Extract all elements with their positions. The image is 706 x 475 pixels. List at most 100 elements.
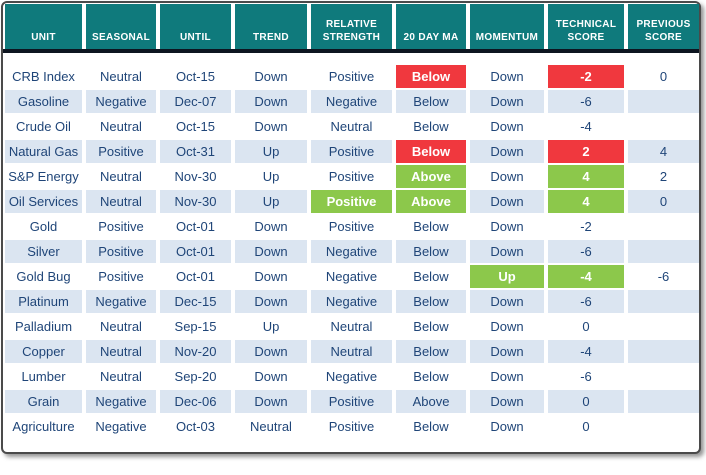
cell-ma: Below	[396, 65, 466, 88]
cell-ma: Below	[396, 140, 466, 163]
column-header-rs: RELATIVE STRENGTH	[311, 4, 392, 49]
cell-prev: 4	[628, 140, 699, 163]
cell-rs: Positive	[311, 165, 392, 188]
cell-ma: Below	[396, 240, 466, 263]
cell-ma: Below	[396, 365, 466, 388]
cell-tech: -6	[548, 365, 624, 388]
cell-trend: Down	[235, 115, 307, 138]
cell-until: Dec-06	[160, 390, 231, 413]
cell-prev	[628, 215, 699, 238]
cell-prev	[628, 315, 699, 338]
cell-ma: Below	[396, 215, 466, 238]
table-row: Gold Bug Positive Oct-01 Down Negative Below U…	[5, 265, 699, 288]
cell-ma: Above	[396, 165, 466, 188]
cell-until: Dec-07	[160, 90, 231, 113]
cell-momentum: Down	[470, 190, 544, 213]
cell-trend: Down	[235, 240, 307, 263]
column-header-tech: TECHNICAL SCORE	[548, 4, 624, 49]
cell-prev: 0	[628, 190, 699, 213]
table-row: Agriculture Negative Oct-03 Neutral Positive…	[5, 415, 699, 438]
cell-tech: -2	[548, 215, 624, 238]
cell-ma: Below	[396, 90, 466, 113]
cell-trend: Down	[235, 215, 307, 238]
cell-tech: -6	[548, 290, 624, 313]
cell-trend: Up	[235, 315, 307, 338]
cell-prev: 0	[628, 65, 699, 88]
cell-until: Oct-03	[160, 415, 231, 438]
cell-momentum: Down	[470, 90, 544, 113]
cell-rs: Negative	[311, 265, 392, 288]
cell-prev: 2	[628, 165, 699, 188]
cell-until: Oct-31	[160, 140, 231, 163]
cell-seasonal: Positive	[86, 240, 156, 263]
cell-tech: -6	[548, 90, 624, 113]
table-body: CRB Index Neutral Oct-15 Down Positive Below D…	[5, 65, 699, 438]
cell-prev	[628, 290, 699, 313]
cell-rs: Positive	[311, 415, 392, 438]
cell-seasonal: Neutral	[86, 165, 156, 188]
cell-seasonal: Neutral	[86, 115, 156, 138]
cell-unit: Natural Gas	[5, 140, 82, 163]
cell-ma: Above	[396, 190, 466, 213]
cell-rs: Negative	[311, 290, 392, 313]
cell-rs: Neutral	[311, 340, 392, 363]
column-header-ma: 20 DAY MA	[396, 4, 466, 49]
cell-trend: Down	[235, 265, 307, 288]
cell-momentum: Down	[470, 365, 544, 388]
cell-rs: Negative	[311, 90, 392, 113]
cell-unit: Platinum	[5, 290, 82, 313]
cell-unit: Oil Services	[5, 190, 82, 213]
cell-unit: Gasoline	[5, 90, 82, 113]
cell-unit: Crude Oil	[5, 115, 82, 138]
column-header-prev: PREVIOUS SCORE	[628, 4, 699, 49]
cell-until: Oct-01	[160, 215, 231, 238]
cell-momentum: Down	[470, 315, 544, 338]
cell-tech: 0	[548, 390, 624, 413]
cell-tech: -4	[548, 265, 624, 288]
header-spacer	[5, 53, 698, 65]
cell-seasonal: Positive	[86, 140, 156, 163]
table-row: Crude Oil Neutral Oct-15 Down Neutral Below Do…	[5, 115, 699, 138]
cell-momentum: Down	[470, 115, 544, 138]
table-frame: UNIT SEASONAL UNTIL TREND RELATIVE STRENGTH 2…	[1, 1, 701, 454]
cell-ma: Below	[396, 290, 466, 313]
cell-until: Sep-15	[160, 315, 231, 338]
cell-until: Oct-01	[160, 240, 231, 263]
cell-momentum: Down	[470, 240, 544, 263]
cell-rs: Positive	[311, 65, 392, 88]
cell-trend: Down	[235, 340, 307, 363]
cell-until: Nov-30	[160, 190, 231, 213]
cell-trend: Up	[235, 140, 307, 163]
cell-ma: Below	[396, 265, 466, 288]
cell-rs: Positive	[311, 140, 392, 163]
cell-tech: 0	[548, 315, 624, 338]
table-row: Gasoline Negative Dec-07 Down Negative Below D…	[5, 90, 699, 113]
table-row: Platinum Negative Dec-15 Down Negative Below D…	[5, 290, 699, 313]
cell-momentum: Down	[470, 340, 544, 363]
cell-ma: Below	[396, 315, 466, 338]
cell-seasonal: Negative	[86, 390, 156, 413]
cell-tech: 4	[548, 165, 624, 188]
cell-ma: Below	[396, 340, 466, 363]
cell-tech: -2	[548, 65, 624, 88]
cell-unit: Agriculture	[5, 415, 82, 438]
cell-rs: Neutral	[311, 115, 392, 138]
table-row: Gold Positive Oct-01 Down Positive Below Down -…	[5, 215, 699, 238]
table-row: Natural Gas Positive Oct-31 Up Positive Below…	[5, 140, 699, 163]
cell-seasonal: Neutral	[86, 190, 156, 213]
column-header-trend: TREND	[235, 4, 307, 49]
table-row: CRB Index Neutral Oct-15 Down Positive Below D…	[5, 65, 699, 88]
cell-seasonal: Negative	[86, 290, 156, 313]
cell-unit: Copper	[5, 340, 82, 363]
cell-until: Nov-30	[160, 165, 231, 188]
cell-ma: Below	[396, 115, 466, 138]
cell-unit: Palladium	[5, 315, 82, 338]
header-divider	[3, 49, 699, 53]
cell-rs: Positive	[311, 190, 392, 213]
cell-trend: Down	[235, 290, 307, 313]
cell-momentum: Down	[470, 390, 544, 413]
cell-until: Oct-15	[160, 115, 231, 138]
cell-until: Nov-20	[160, 340, 231, 363]
cell-trend: Neutral	[235, 415, 307, 438]
cell-seasonal: Negative	[86, 415, 156, 438]
